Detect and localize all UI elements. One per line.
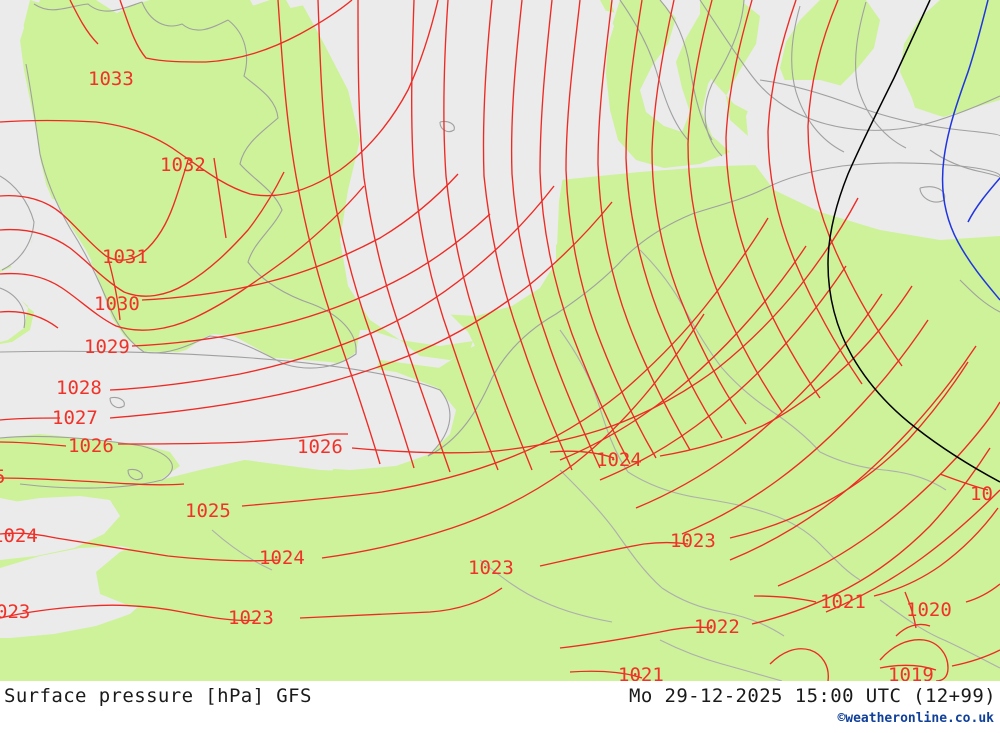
isobar-label: 5: [0, 468, 5, 487]
isobar-1022: [559, 626, 713, 649]
isobar-de-3: [681, 319, 929, 535]
isobar-1032-right: [213, 157, 227, 239]
isobar-ns-14: [725, 0, 821, 399]
isobar-de-4: [729, 345, 977, 561]
isobar-label: 1030: [94, 293, 140, 315]
isobar-1027-right: [109, 201, 613, 419]
map-svg: [0, 0, 1000, 681]
isobar-1023-right: [729, 361, 969, 539]
isobar-1019b: [951, 649, 1000, 667]
isobar-1021-right: [873, 507, 999, 597]
copyright-notice[interactable]: ©weatheronline.co.uk: [837, 711, 994, 726]
isobar-1020-edge: [939, 473, 989, 491]
isobar-label: 1021: [820, 591, 866, 613]
isobar-label: 1029: [84, 336, 130, 358]
isobar-ns-15: [767, 0, 863, 385]
isobar-ns-1: [277, 0, 381, 465]
isobar-1023-mid: [299, 587, 503, 619]
isobar-1023-left: [0, 604, 259, 622]
isobar-1022-right: [751, 447, 991, 625]
isobar-label: 1028: [56, 377, 102, 399]
isobar-label: 1033: [88, 68, 134, 90]
isobar-1020-right: [965, 583, 1000, 603]
isobar-1028: [0, 310, 59, 329]
isobar-label: 1032: [160, 154, 206, 176]
isobar-label: 1024: [259, 547, 305, 569]
isobar-1033b: [69, 0, 99, 45]
isobar-label: 1023: [670, 530, 716, 552]
isobar-ns-2: [317, 0, 415, 469]
isobar-1019: [879, 664, 937, 671]
isobar-1027: [0, 417, 61, 421]
surface-pressure-map[interactable]: 1033 1032 1031 1030 1029 1028 1027 1026 …: [0, 0, 1000, 681]
border-layer: [211, 249, 1000, 681]
isobar-ns-12: [651, 0, 747, 425]
isobar-1024-mid2: [321, 313, 705, 559]
isobar-label: 1025: [185, 500, 231, 522]
isobar-ns-6: [482, 0, 573, 471]
isobar-1024-left: [0, 532, 57, 539]
isobar-ns-5: [443, 0, 533, 471]
isobar-1032: [0, 0, 439, 197]
isobar-blue-1010: [941, 0, 1000, 301]
isobar-1025: [0, 477, 185, 486]
isobar-ns-16: [807, 0, 903, 367]
isobar-label: 1024: [596, 449, 642, 471]
isobar-de-2: [635, 293, 883, 509]
isobar-label: 1026: [297, 436, 343, 458]
isobar-1021-bottom: [569, 670, 643, 679]
isobar-layer: [0, 0, 1000, 681]
isobar-label: 1026: [68, 435, 114, 457]
isobar-1031: [0, 159, 189, 261]
isobar-de-1: [599, 265, 847, 481]
isobar-label: 023: [0, 601, 31, 623]
forecast-timestamp: Mo 29-12-2025 15:00 UTC (12+99): [628, 685, 996, 707]
isobar-label: 1023: [228, 607, 274, 629]
north-sea-layer: [0, 0, 1000, 560]
isobar-1029: [0, 185, 365, 331]
isobar-label: 1019: [888, 664, 934, 682]
isobar-1033: [119, 0, 353, 63]
isobar-de-6: [825, 489, 1000, 613]
isobar-1031b: [107, 257, 121, 321]
isobar-1028-right: [109, 185, 555, 391]
isobar-ns-3: [357, 0, 451, 473]
isobar-1021: [753, 595, 817, 603]
isobar-label: 1024: [0, 525, 38, 547]
isobar-ns-10: [597, 0, 691, 451]
isobar-1026-mid: [117, 433, 348, 445]
isobar-low-1: [879, 639, 949, 681]
isobar-label: 1027: [52, 407, 98, 429]
isobar-1024-right2: [659, 285, 913, 457]
isobar-1025-right: [241, 217, 769, 507]
isobar-1030-right: [141, 173, 459, 301]
isobar-1013: [827, 0, 1000, 483]
chart-footer: Surface pressure [hPa] GFS Mo 29-12-2025…: [0, 681, 1000, 733]
chart-title: Surface pressure [hPa] GFS: [4, 685, 312, 707]
isobar-blue-1010b: [967, 177, 1000, 223]
isobar-label: 1022: [694, 616, 740, 638]
isobar-ns-11: [625, 0, 723, 439]
isobar-ns-8: [539, 0, 631, 465]
isobar-ns-13: [687, 0, 783, 413]
isobar-de-5: [777, 401, 1000, 587]
isobar-1024-mid: [55, 537, 281, 562]
isobar-label: 10: [970, 483, 993, 505]
isobar-label: 1031: [102, 246, 148, 268]
isobar-ns-4: [411, 0, 499, 471]
isobar-de-7: [559, 245, 807, 461]
isobar-1023-mid2: [539, 541, 689, 567]
isobar-1026: [0, 441, 67, 447]
isobar-label: 1021: [618, 664, 664, 682]
isobar-label: 1020: [906, 599, 952, 621]
isobar-label: 1023: [468, 557, 514, 579]
isobar-low-2: [895, 623, 931, 637]
isobar-ns-9: [565, 0, 657, 459]
isobar-low-3: [769, 648, 829, 681]
isobar-1030: [0, 171, 285, 297]
isobar-1029-right: [131, 213, 491, 347]
isobar-ns-7: [510, 0, 601, 469]
isobar-1024-right: [549, 450, 615, 459]
